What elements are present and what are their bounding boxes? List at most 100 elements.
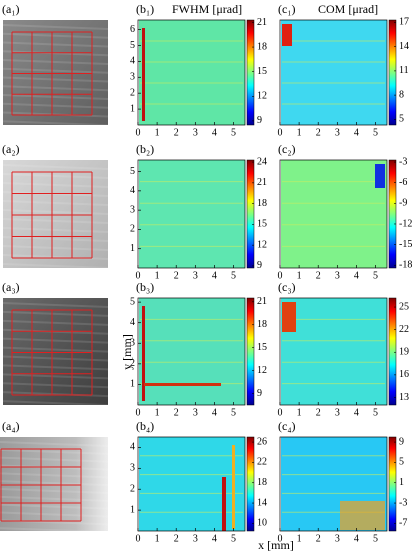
x-axis-label: x [mm] — [258, 538, 294, 552]
colorbar-tick-label: 9 — [257, 115, 262, 126]
map — [281, 160, 387, 268]
x-tick-label: 0 — [136, 533, 141, 544]
x-tick-label: 3 — [335, 407, 340, 418]
map-feature — [142, 306, 145, 401]
colorbar-tick-label: 5 — [399, 114, 404, 125]
colorbar-tick-label: 5 — [399, 457, 404, 468]
y-tick-label: 2 — [130, 87, 135, 98]
x-tick-label: 5 — [231, 127, 236, 138]
fwhm-header: FWHM [μrad] — [172, 2, 242, 16]
panel-label: (c₄) — [278, 419, 296, 433]
photo-texture — [2, 173, 109, 179]
x-tick-label: 5 — [231, 270, 236, 281]
y-tick-label: 4 — [130, 185, 135, 196]
x-tick-label: 1 — [297, 407, 302, 418]
colorbar — [388, 297, 397, 406]
colorbar-tick-label: 19 — [399, 347, 409, 358]
photo-texture — [2, 218, 109, 224]
colorbar-tick-label: 18 — [257, 41, 267, 52]
x-tick-label: 1 — [297, 127, 302, 138]
colorbar — [246, 19, 255, 126]
y-tick-label: 2 — [130, 484, 135, 495]
y-tick-label: 3 — [130, 204, 135, 215]
colorbar-tick-label: -15 — [399, 239, 412, 250]
map-feature — [142, 28, 145, 121]
photo-texture — [2, 310, 109, 317]
colorbar-tick-label: 12 — [257, 91, 267, 102]
colorbar-tick-label: 10 — [257, 518, 267, 529]
x-tick-label: 2 — [316, 270, 321, 281]
colorbar-tick-label: 18 — [257, 319, 267, 330]
y-tick-label: 3 — [130, 463, 135, 474]
photo-texture — [2, 373, 109, 380]
x-tick-label: 2 — [316, 127, 321, 138]
photo-texture — [2, 245, 109, 251]
y-tick-label: 2 — [130, 358, 135, 369]
photo-texture — [2, 209, 109, 215]
sample-photo — [3, 20, 108, 125]
y-tick-label: 6 — [130, 24, 135, 35]
photo-texture — [2, 41, 109, 48]
x-tick-label: 0 — [278, 407, 283, 418]
x-tick-label: 2 — [174, 127, 179, 138]
x-tick-label: 2 — [174, 270, 179, 281]
x-tick-label: 1 — [155, 533, 160, 544]
x-tick-label: 4 — [354, 270, 359, 281]
panel-label: (c₁) — [278, 2, 296, 16]
colorbar-tick-label: -3 — [399, 156, 407, 167]
photo-texture — [2, 337, 109, 344]
y-tick-label: 5 — [130, 40, 135, 51]
map — [139, 437, 245, 531]
photo-texture — [2, 263, 109, 269]
photo-texture — [2, 32, 109, 39]
photo-texture — [2, 200, 109, 206]
photo-texture — [2, 76, 109, 83]
photo-texture — [0, 441, 109, 447]
colorbar-tick-label: -3 — [399, 497, 407, 508]
colorbar-tick-label: 21 — [257, 296, 267, 307]
x-tick-label: 0 — [136, 270, 141, 281]
photo-texture — [2, 182, 109, 188]
y-tick-label: 1 — [130, 243, 135, 254]
y-tick-label: 1 — [130, 504, 135, 515]
panel-label: (b₃) — [136, 280, 154, 294]
panel-label: (b₁) — [136, 2, 154, 16]
photo-texture — [2, 400, 109, 407]
x-tick-label: 0 — [278, 127, 283, 138]
map-feature — [232, 445, 235, 529]
photo-texture — [2, 102, 109, 109]
map-feature — [340, 501, 385, 530]
colorbar — [246, 159, 255, 269]
y-tick-label: 3 — [130, 72, 135, 83]
axes-frame — [137, 436, 246, 532]
photo-texture — [2, 85, 109, 92]
photo-texture — [2, 236, 109, 242]
colorbar-tick-label: 22 — [399, 324, 409, 335]
x-tick-label: 5 — [373, 127, 378, 138]
x-tick-label: 0 — [136, 127, 141, 138]
com-header: COM [μrad] — [318, 2, 378, 16]
x-tick-label: 3 — [335, 533, 340, 544]
map — [139, 20, 245, 125]
colorbar-tick-label: 8 — [399, 89, 404, 100]
colorbar-tick-label: -18 — [399, 260, 412, 271]
axes-frame — [137, 159, 246, 269]
panel-label: (b₂) — [136, 142, 154, 156]
photo-texture — [2, 67, 109, 74]
axes-frame — [137, 297, 246, 406]
y-tick-label: 4 — [130, 56, 135, 67]
photo-texture — [0, 503, 109, 510]
photo-texture — [0, 472, 109, 479]
x-tick-label: 4 — [212, 407, 217, 418]
x-tick-label: 5 — [373, 270, 378, 281]
colorbar-tick-label: 14 — [257, 497, 267, 508]
x-tick-label: 2 — [316, 533, 321, 544]
colorbar-tick-label: 9 — [257, 260, 262, 271]
colorbar-tick-label: 26 — [257, 436, 267, 447]
map-feature — [144, 383, 221, 386]
colorbar-tick-label: 18 — [257, 198, 267, 209]
photo-texture — [2, 364, 109, 371]
x-tick-label: 4 — [354, 127, 359, 138]
photo-texture — [2, 346, 109, 353]
map — [139, 160, 245, 268]
